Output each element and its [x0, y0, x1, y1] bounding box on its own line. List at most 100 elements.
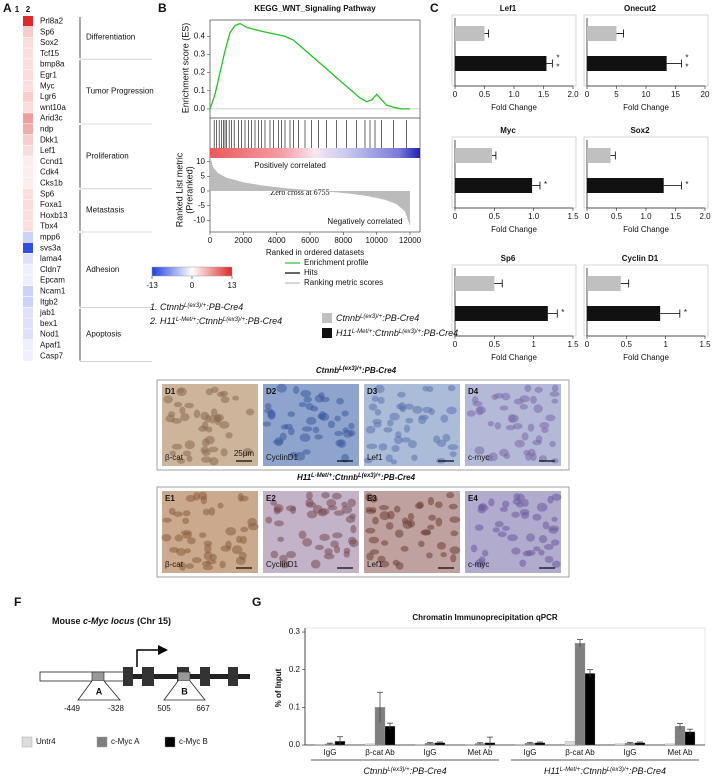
heat-cell [12, 124, 22, 135]
nucleus [426, 552, 433, 559]
nucleus [532, 439, 542, 446]
nucleus [182, 450, 192, 457]
bar [455, 276, 495, 291]
x-tick-label: 1 [531, 340, 536, 349]
nucleus [549, 440, 556, 448]
nucleus [393, 505, 401, 513]
nucleus [379, 511, 391, 520]
nucleus [301, 426, 313, 432]
group-label-part: Ctnnb [363, 766, 387, 776]
heat-cell [12, 242, 22, 253]
nucleus [385, 454, 393, 463]
nucleus [397, 391, 406, 398]
nucleus [403, 403, 414, 410]
nucleus [203, 540, 213, 547]
heat-cell [23, 26, 33, 37]
color-scale [151, 266, 233, 277]
nucleus [513, 398, 524, 405]
gene-label: Epcam [40, 276, 65, 285]
x-tick-label: 2000 [234, 236, 252, 245]
legend-label: Untr4 [36, 737, 56, 746]
nucleus [306, 491, 313, 500]
gene-label: Ncam1 [40, 287, 66, 296]
nucleus [305, 498, 314, 507]
nucleus [204, 544, 212, 554]
gene-label: mpp6 [40, 233, 61, 242]
nucleus [225, 527, 237, 536]
x-axis-label: Ranked in ordered datasets [266, 248, 364, 257]
x-tick-label: 1 [663, 340, 668, 349]
region-label: A [96, 686, 103, 696]
gene-label: Egr1 [40, 71, 57, 80]
y-tick-label: 0.2 [194, 68, 206, 77]
nucleus [374, 408, 382, 416]
nucleus [418, 540, 425, 548]
nucleus [368, 403, 378, 411]
legend-swatch [322, 328, 332, 338]
heat-cell [12, 59, 22, 70]
x-tick-label: 0 [453, 212, 458, 221]
y-tick-label: 10 [196, 157, 205, 166]
nucleus [521, 432, 529, 441]
nucleus [337, 439, 347, 448]
image-id: D1 [165, 387, 176, 396]
chart-title: Chromatin Immunoprecipitation qPCR [412, 613, 558, 622]
heat-cell [12, 145, 22, 156]
bar [364, 743, 376, 746]
nucleus [379, 504, 389, 511]
nucleus [283, 423, 293, 430]
nucleus [511, 547, 521, 555]
nucleus [551, 398, 559, 404]
heat-cell [23, 232, 33, 243]
nucleus [478, 504, 489, 512]
scale-tick-label: -13 [146, 281, 158, 290]
nucleus [501, 525, 510, 531]
heat-cell [23, 48, 33, 59]
nucleus [530, 395, 537, 404]
nucleus [314, 394, 325, 403]
nucleus [168, 411, 176, 418]
exon [200, 667, 210, 686]
stain-label: β-cat [165, 453, 184, 462]
nucleus [347, 429, 356, 437]
nucleus [208, 446, 219, 453]
image-id: E3 [367, 494, 377, 503]
bar [664, 743, 676, 746]
heat-cell [23, 102, 33, 113]
gene-label: bmp8a [40, 60, 65, 69]
nucleus [421, 529, 431, 536]
gene-label: Casp7 [40, 351, 64, 360]
nucleus [447, 444, 459, 451]
gene-label: Lef1 [40, 146, 56, 155]
gene-label: ndp [40, 125, 54, 134]
heat-cell [23, 275, 33, 286]
heat-cell [23, 221, 33, 232]
group-label-part: :Ctnnb [580, 766, 607, 776]
nucleus [491, 394, 499, 401]
nucleus [220, 396, 230, 404]
nucleus [547, 495, 554, 504]
bar [587, 178, 664, 193]
exon [142, 667, 154, 686]
nucleus [231, 545, 243, 555]
x-tick-label: 1.5 [538, 90, 550, 99]
heat-cell [12, 70, 22, 81]
nucleus [201, 561, 212, 567]
nucleus [427, 524, 435, 530]
nucleus [368, 536, 380, 544]
heat-cell [23, 16, 33, 27]
bar [614, 743, 626, 746]
nucleus [552, 560, 561, 568]
stain-label: Lef1 [367, 453, 383, 462]
nucleus [247, 522, 259, 531]
x-tick-label: 0 [208, 236, 213, 245]
nucleus [532, 513, 542, 521]
x-tick-label: 0 [453, 90, 458, 99]
nucleus [318, 411, 327, 420]
nucleus [286, 550, 297, 559]
nucleus [209, 414, 216, 424]
nucleus [210, 408, 218, 417]
legend-label-part: :PB-Cre4 [421, 328, 458, 338]
nucleus [298, 401, 307, 408]
x-tick-label: 8000 [334, 236, 352, 245]
